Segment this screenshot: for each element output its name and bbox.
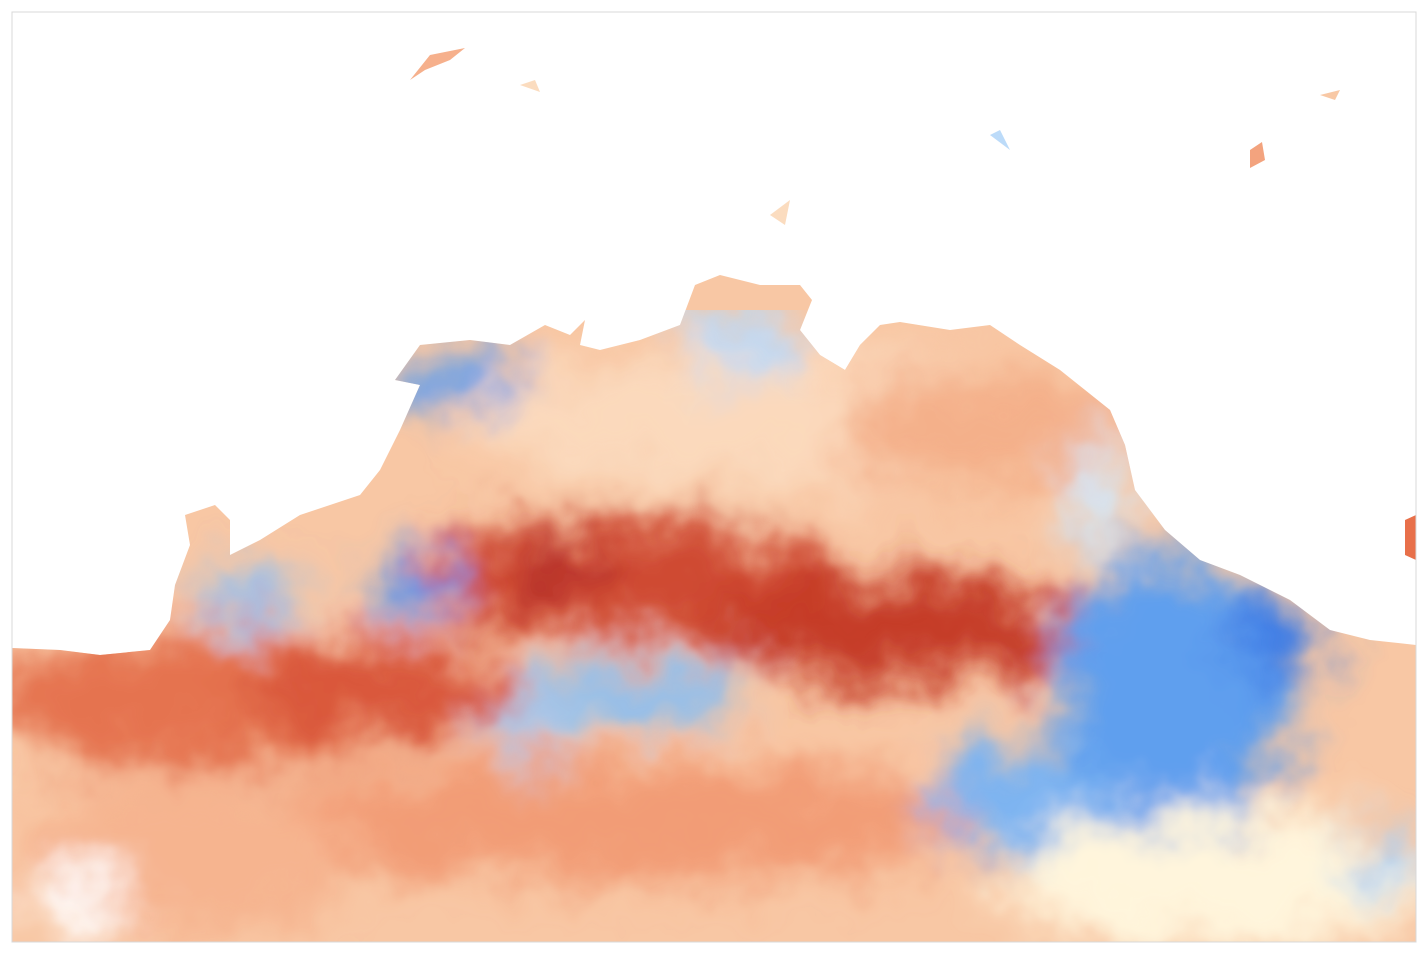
anomaly-texture <box>12 310 1416 942</box>
ocean-field <box>12 275 1416 942</box>
small-ice-patches <box>410 48 1416 560</box>
map-frame <box>11 11 1417 943</box>
anomaly-blobs <box>12 310 1416 942</box>
